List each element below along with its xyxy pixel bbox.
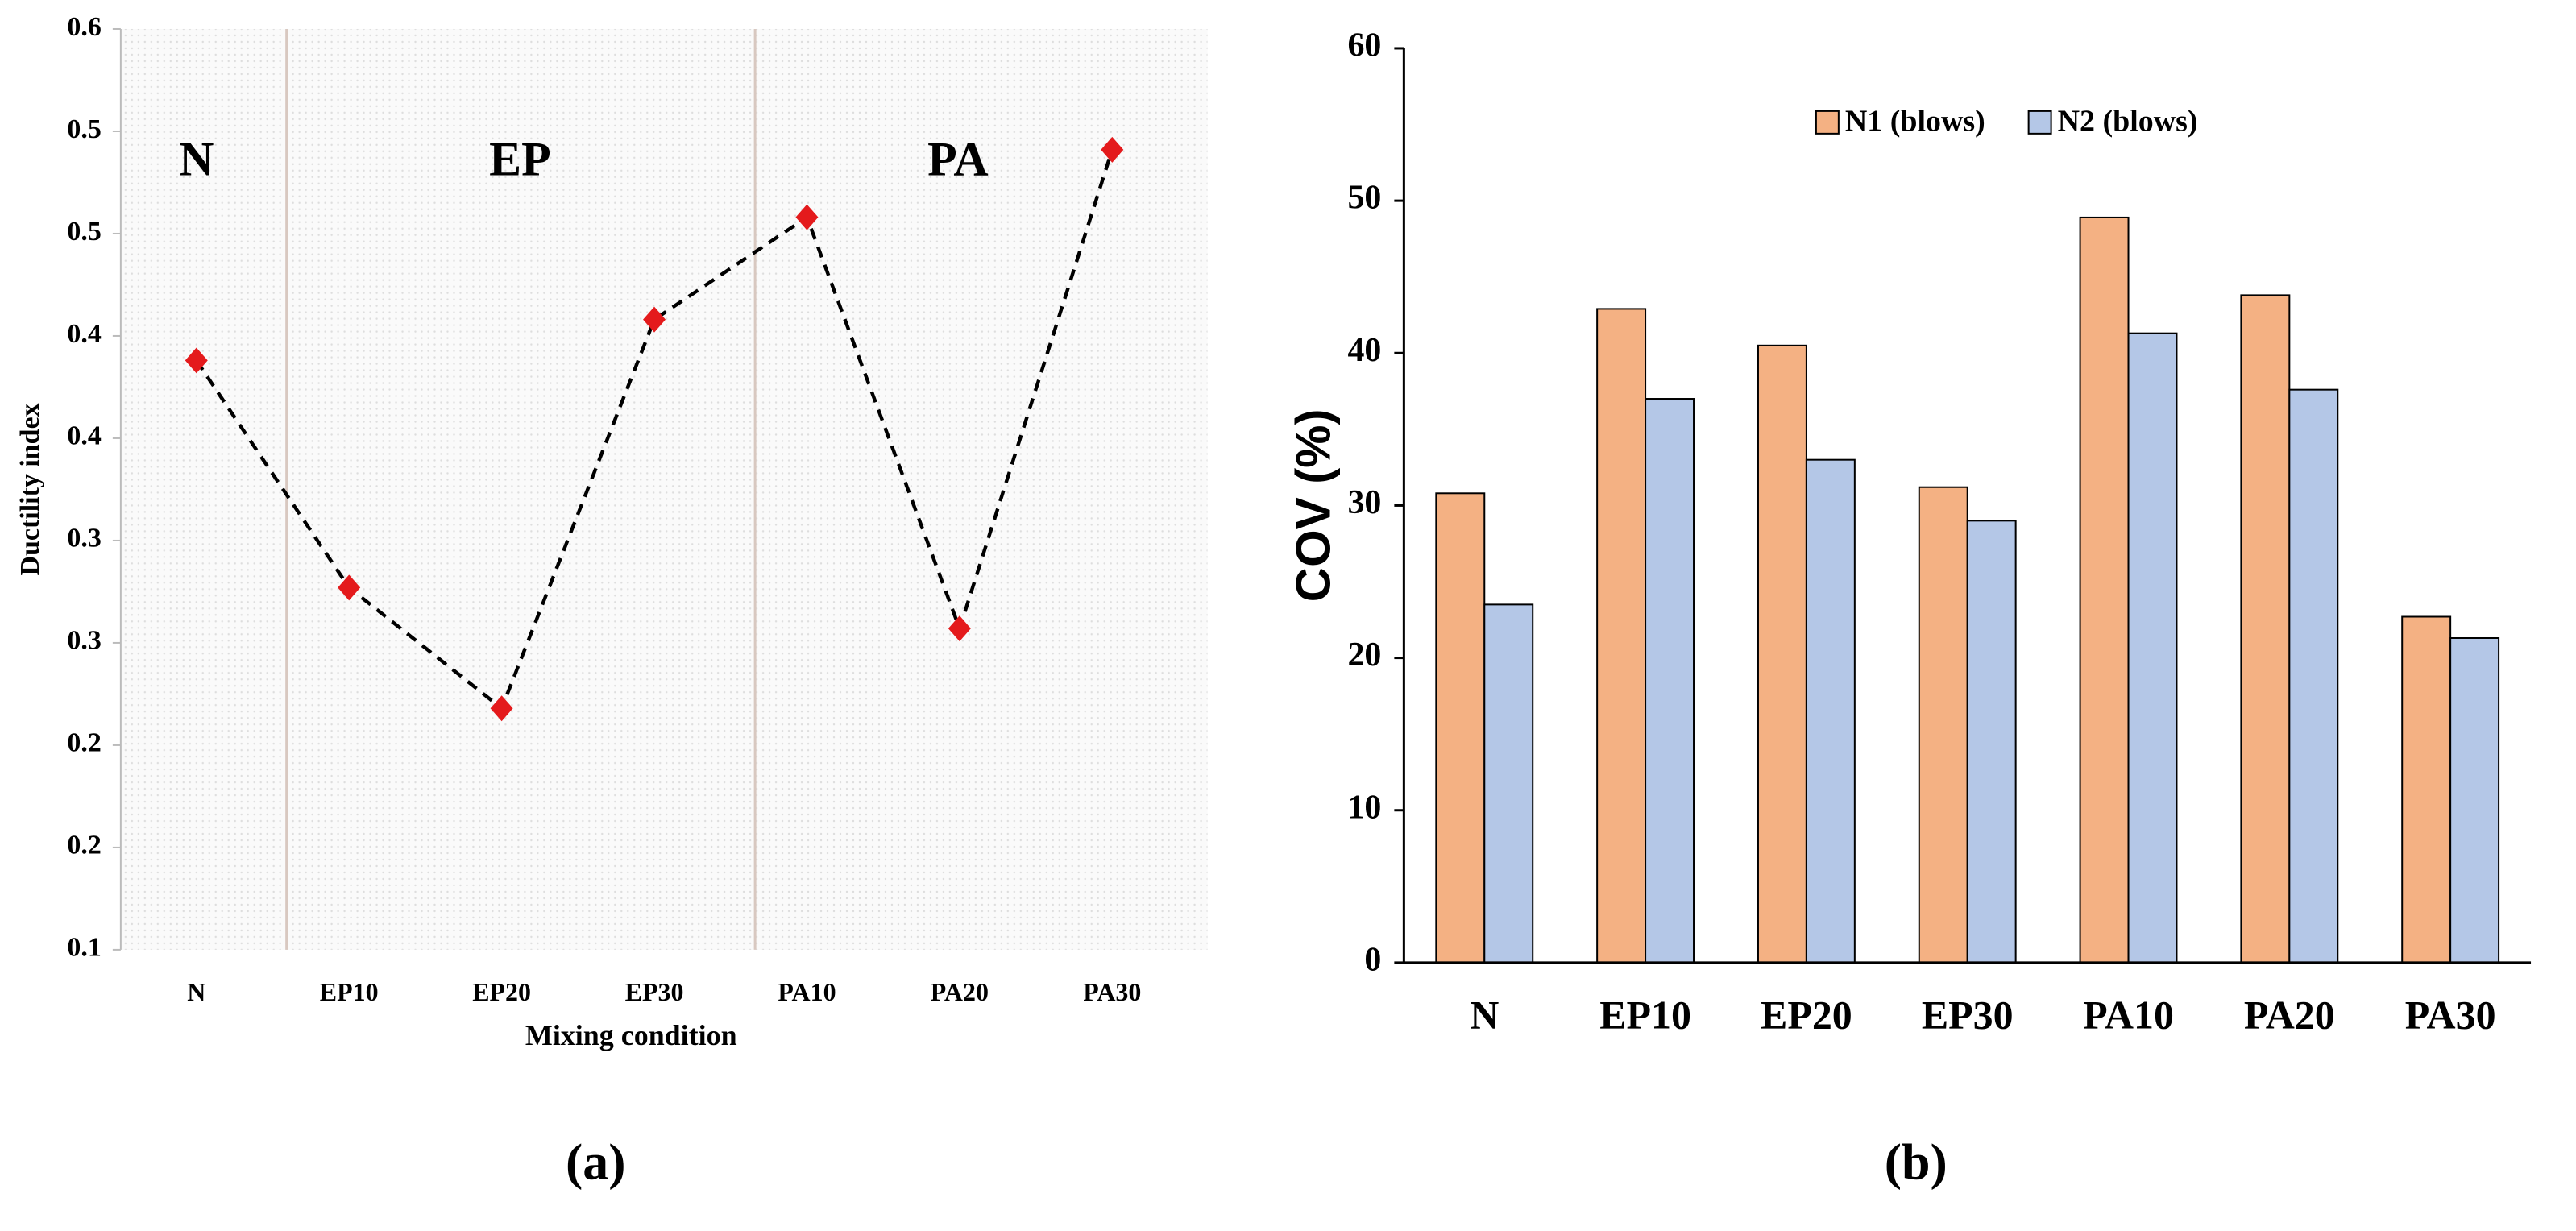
legend-label: N2 (blows) [2058,105,2198,139]
y-tick-label: 0.5 [67,217,101,247]
y-tick-label: 0.4 [67,319,101,349]
bar [2449,636,2500,964]
marker [948,616,971,642]
y-tick-label: 0.3 [67,524,101,553]
x-tick-label: N [1470,992,1499,1037]
bar [1918,486,1968,964]
marker [338,574,361,601]
y-tick-label: 0.5 [67,114,101,144]
legend-label: N1 (blows) [1845,105,1985,139]
x-tick-label: EP10 [320,978,379,1006]
x-tick-label: PA20 [931,978,989,1006]
x-tick-label: EP20 [472,978,531,1006]
y-tick-label: 0.6 [67,12,101,42]
y-tick-label: 40 [1347,332,1381,369]
group-label: N [179,133,214,186]
y-tick-label: 10 [1347,789,1381,826]
bar [1757,344,1807,964]
bar [1483,603,1534,964]
bar [2240,294,2291,964]
bar [1805,458,1856,964]
caption: (a) [566,1133,626,1190]
x-tick-label: EP30 [1922,992,2014,1037]
caption: (b) [1885,1133,1948,1190]
y-axis-label: COV (%) [1286,409,1340,603]
y-tick-label: 0.2 [67,831,101,860]
y-tick-label: 50 [1347,180,1381,217]
bar [1596,308,1647,964]
bar [1645,398,1695,964]
y-tick-label: 0 [1364,942,1381,979]
y-tick-label: 0.1 [67,933,101,963]
bar [2127,332,2178,964]
y-tick-label: 0.2 [67,728,101,758]
x-tick-label: EP20 [1761,992,1852,1037]
x-axis-label: Mixing condition [525,1019,737,1051]
x-tick-label: N [187,978,205,1006]
y-tick-label: 0.3 [67,626,101,656]
y-tick-label: 20 [1347,636,1381,674]
legend-swatch [1815,110,1840,135]
bar [2401,616,2452,964]
x-tick-label: PA10 [2083,992,2174,1037]
x-tick-label: EP30 [625,978,684,1006]
group-label: EP [489,133,551,186]
x-tick-label: PA30 [2405,992,2496,1037]
legend-swatch [2027,110,2052,135]
x-tick-label: PA10 [778,978,836,1006]
x-tick-label: PA30 [1083,978,1141,1006]
x-tick-label: PA20 [2244,992,2335,1037]
plot-area [120,28,1208,950]
y-axis-label: Ductility index [15,403,45,575]
y-tick-label: 0.4 [67,421,101,451]
bar [1966,520,2017,964]
bar [2288,388,2339,964]
bar [2079,216,2130,964]
group-label: PA [927,133,988,186]
y-tick-label: 60 [1347,27,1381,64]
x-tick-label: EP10 [1599,992,1691,1037]
y-tick-label: 30 [1347,484,1381,521]
bar [1435,492,1486,964]
